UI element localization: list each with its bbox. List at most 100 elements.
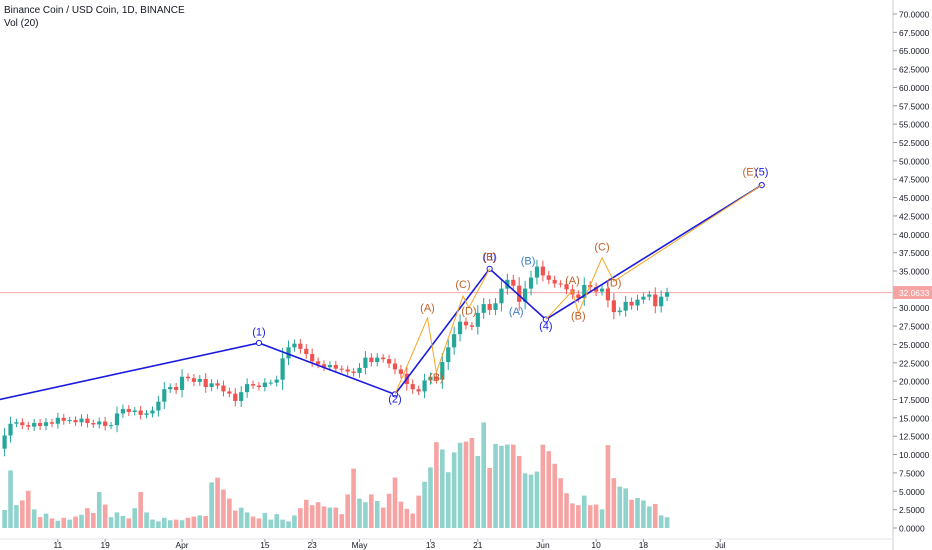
volume-bar (303, 499, 309, 528)
wave-labels: (1) (2) (3) (4) (5) (A) (B) (C) (D) (E) (A) (B) (A) (… (252, 167, 768, 406)
volume-bar (357, 498, 362, 528)
candle-body (528, 277, 534, 289)
price-tick-label: 5.0000 (899, 487, 925, 497)
volume-bar (481, 422, 487, 528)
volume-bar (150, 519, 155, 528)
volume-bar (440, 449, 445, 528)
volume-bar (558, 478, 563, 528)
volume-bar (262, 513, 268, 528)
candle-body (398, 369, 404, 374)
candle-body (97, 421, 102, 425)
wave-label: (D) (606, 277, 621, 289)
price-tick-label: 62.5000 (899, 65, 930, 75)
price-tick-label: 42.5000 (899, 211, 930, 221)
candle-body (20, 422, 25, 426)
price-tick-label: 22.5000 (899, 358, 930, 368)
volume-bar (647, 506, 652, 528)
candle-body (156, 401, 161, 411)
price-tick-label: 35.0000 (899, 267, 930, 277)
volume-bar (286, 521, 291, 528)
price-tick-label: 40.0000 (899, 230, 930, 240)
candle-body (623, 301, 628, 311)
time-tick-label: 19 (100, 540, 110, 550)
candle-body (26, 425, 31, 427)
candle-body (605, 288, 611, 301)
candle-body (452, 334, 457, 348)
candle-body (150, 410, 155, 414)
price-tick-label: 37.5000 (899, 248, 930, 258)
volume-bar (25, 490, 31, 528)
candle-body (481, 304, 486, 313)
price-tick-label: 0.0000 (899, 523, 925, 533)
candle-body (611, 300, 616, 313)
volume-bar (611, 478, 617, 528)
candle-body (132, 410, 137, 412)
candle-body (8, 423, 13, 436)
volume-bar (132, 508, 138, 528)
volume-bar (623, 488, 628, 528)
candle-body (333, 364, 338, 369)
candle-body (2, 435, 7, 449)
candle-body (73, 420, 78, 423)
volume-bar (374, 501, 380, 528)
price-tick-label: 55.0000 (899, 120, 930, 130)
candle-body (540, 266, 545, 276)
volume-bar (605, 445, 611, 528)
candle-body (203, 378, 208, 388)
candle-body (469, 325, 474, 327)
candle-body (209, 383, 214, 388)
symbol-title: Binance Coin / USD Coin, 1D, BINANCE (4, 5, 185, 16)
chart-legend: Binance Coin / USD Coin, 1D, BINANCE Vol… (4, 4, 185, 30)
candle-body (185, 376, 191, 379)
candlesticks (2, 259, 670, 457)
candle-body (67, 420, 72, 422)
volume-bar (664, 517, 670, 528)
price-tick-label: 47.5000 (899, 175, 930, 185)
candle-body (174, 387, 179, 390)
candle-body (517, 285, 522, 302)
price-tag-label: 32.0633 (899, 288, 930, 298)
candle-body (179, 376, 185, 390)
wave-label: (1) (252, 327, 265, 339)
wave-label: (B) (521, 255, 536, 267)
wave-label: (B) (429, 372, 444, 384)
candle-body (144, 413, 149, 415)
volume-bar (191, 516, 197, 528)
volume-bar (510, 444, 516, 528)
wave-label: (C) (594, 241, 609, 253)
volume-bar (339, 514, 345, 528)
candle-body (664, 292, 670, 297)
volume-bar (292, 515, 297, 528)
price-tick-label: 25.0000 (899, 340, 930, 350)
volume-bar (552, 463, 557, 528)
candle-body (635, 299, 640, 306)
candle-body (61, 417, 66, 421)
candle-body (434, 376, 439, 380)
candle-body (126, 409, 131, 412)
candle-body (79, 418, 84, 423)
volume-bar (528, 474, 534, 528)
volume-bar (658, 515, 664, 528)
candle-body (357, 367, 362, 374)
price-tick-label: 7.5000 (899, 468, 925, 478)
candle-body (363, 357, 368, 368)
volume-bar (315, 502, 321, 528)
price-tick-label: 70.0000 (899, 10, 930, 20)
candle-body (197, 378, 202, 382)
volume-bar (475, 456, 481, 528)
volume-bar (463, 441, 469, 528)
volume-bar (144, 512, 149, 528)
volume-bar (522, 473, 528, 528)
volume-bar (369, 494, 374, 528)
volume-bar (457, 442, 463, 528)
time-tick-label: Apr (176, 540, 189, 550)
volume-bar (404, 508, 410, 528)
volume-bar (96, 492, 102, 528)
candle-body (381, 357, 386, 360)
wave-label: (C) (455, 279, 470, 291)
volume-bar (31, 509, 37, 528)
volume-bar (179, 520, 185, 528)
candle-body (91, 422, 96, 425)
candle-body (463, 321, 469, 326)
